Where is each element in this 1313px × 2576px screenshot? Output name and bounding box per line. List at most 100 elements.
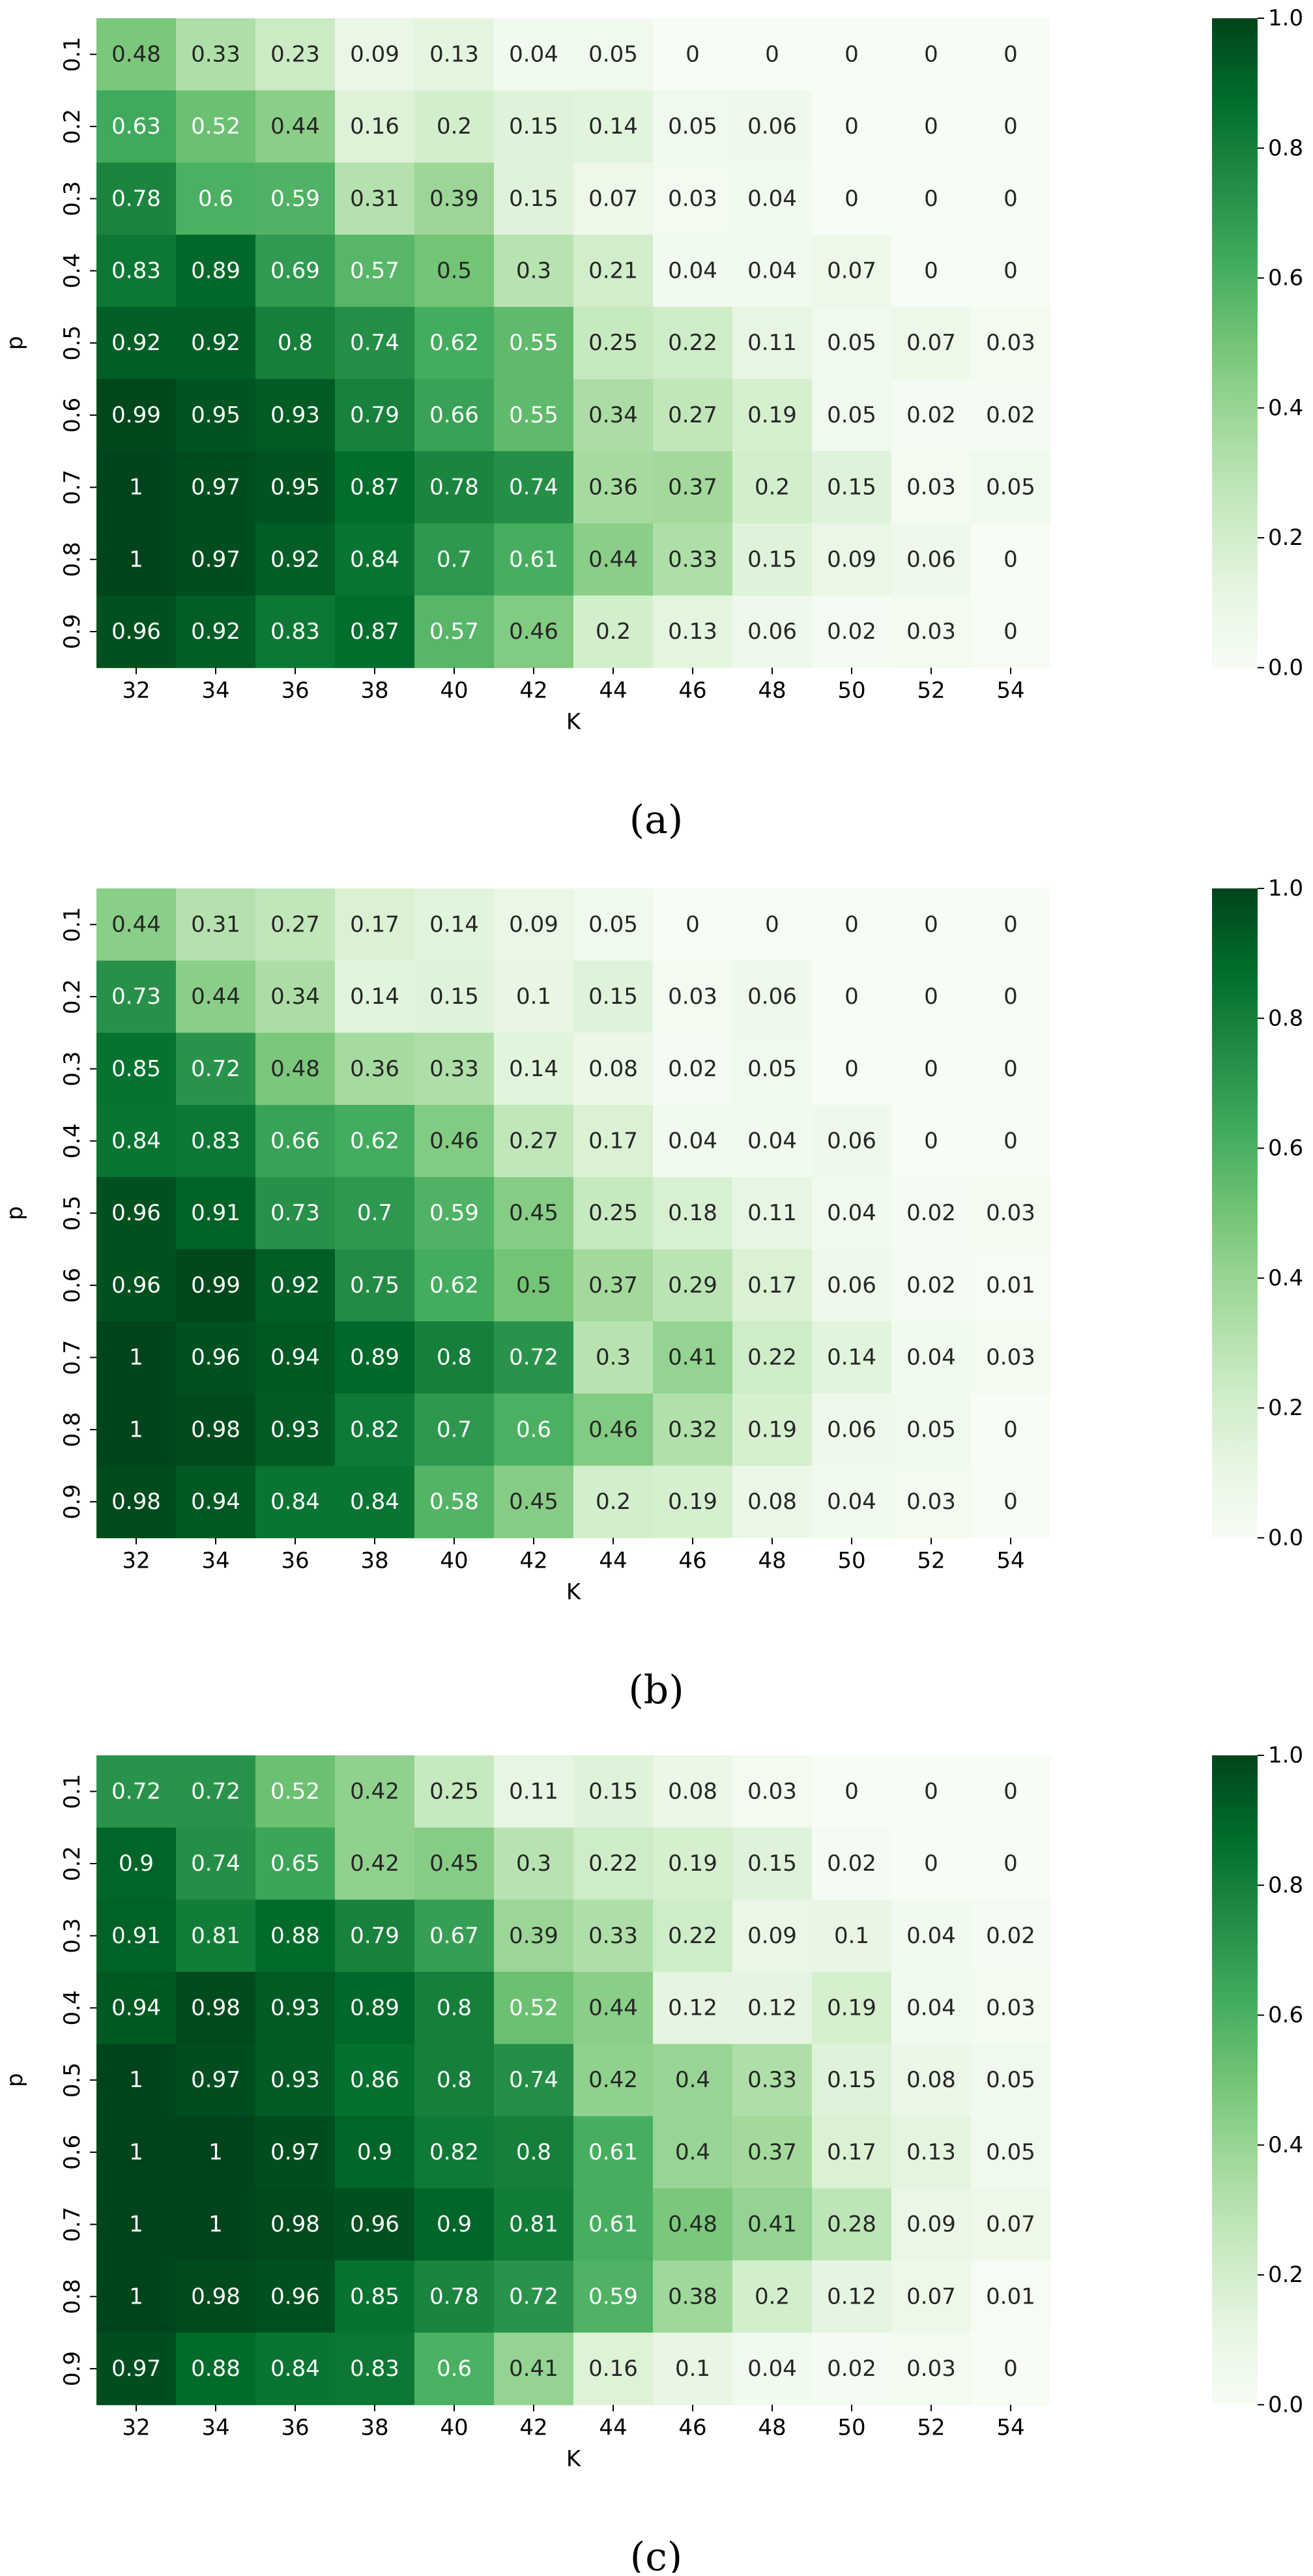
heatmap-cell (891, 1899, 972, 1972)
heatmap-cell (96, 379, 177, 452)
heatmap-cell (573, 2188, 654, 2261)
cell-value-label: 0.02 (986, 1923, 1035, 1949)
heatmap-cell (494, 379, 574, 452)
heatmap-cell (335, 1755, 415, 1828)
heatmap-cell (414, 1755, 495, 1828)
cell-value-label: 0.04 (747, 186, 797, 212)
heatmap-cell (255, 1465, 336, 1538)
cell-value-label: 0.62 (429, 1272, 479, 1298)
cell-value-label: 0.27 (270, 911, 320, 937)
cell-value-label: 0.06 (747, 984, 797, 1010)
cell-value-label: 0.05 (588, 911, 638, 937)
cell-value-label: 0.14 (827, 1345, 876, 1371)
heatmap-cell (971, 235, 1051, 308)
x-tick-label: 48 (758, 1547, 786, 1573)
heatmap-cell (176, 1321, 256, 1394)
cell-value-label: 0.06 (747, 113, 797, 139)
colorbar-tick-label: 0.8 (1268, 135, 1303, 161)
heatmap-cell (96, 888, 177, 961)
heatmap-cell (414, 162, 495, 235)
cell-value-label: 0.38 (668, 2283, 717, 2309)
heatmap-cell (653, 1249, 733, 1322)
cell-value-label: 0.6 (437, 2356, 472, 2382)
cell-value-label: 0.63 (111, 113, 161, 139)
heatmap-cell (732, 90, 813, 163)
y-tick-label: 0.3 (59, 1051, 85, 1087)
cell-value-label: 0.31 (350, 186, 399, 212)
cell-value-label: 0.27 (668, 402, 717, 428)
cell-value-label: 0 (924, 1851, 938, 1877)
cell-value-label: 0.57 (350, 257, 399, 284)
cell-value-label: 0 (1003, 41, 1018, 67)
heatmap-cell (971, 2260, 1051, 2334)
heatmap-cell (494, 960, 574, 1033)
cell-value-label: 0.31 (191, 911, 240, 937)
heatmap-cell (335, 1393, 415, 1467)
heatmap-cell (176, 1393, 256, 1467)
heatmap-cell (255, 1321, 336, 1394)
heatmap-cell (176, 960, 256, 1033)
cell-value-label: 0.92 (191, 330, 240, 356)
cell-value-label: 0 (924, 113, 938, 139)
heatmap-cell (971, 379, 1051, 452)
cell-value-label: 0.33 (429, 1056, 479, 1082)
heatmap-cell (732, 1899, 813, 1972)
colorbar-tick-label: 0.8 (1268, 1005, 1303, 1031)
heatmap-cell (971, 1465, 1051, 1538)
cell-value-label: 0.94 (191, 1489, 240, 1515)
cell-value-label: 0.33 (747, 2067, 797, 2093)
cell-value-label: 0.2 (596, 619, 631, 645)
cell-value-label: 0.04 (906, 1923, 956, 1949)
colorbar (1212, 1755, 1258, 2405)
x-tick-label: 44 (599, 2414, 627, 2440)
y-tick-label: 0.2 (59, 979, 85, 1014)
cell-value-label: 0 (1003, 186, 1018, 212)
heatmap-cell (414, 1827, 495, 1900)
cell-value-label: 0.14 (350, 984, 399, 1010)
heatmap-cell (971, 960, 1051, 1033)
heatmap-cell (335, 2260, 415, 2334)
x-axis-title: K (566, 1579, 582, 1605)
heatmap-cell (891, 2043, 972, 2117)
heatmap-cell (255, 1393, 336, 1467)
heatmap-cell (971, 162, 1051, 235)
heatmap-cell (255, 2260, 336, 2334)
cell-value-label: 0.96 (191, 1345, 240, 1371)
heatmap-cell (414, 2043, 495, 2117)
cell-value-label: 0.88 (270, 1923, 320, 1949)
heatmap-cell (335, 451, 415, 524)
x-tick-label: 46 (678, 677, 706, 703)
cell-value-label: 0.09 (906, 2212, 956, 2238)
heatmap-cell (812, 523, 892, 596)
heatmap-cell (891, 1105, 972, 1178)
cell-value-label: 0 (1003, 984, 1018, 1010)
cell-value-label: 0.92 (270, 1272, 320, 1298)
cell-value-label: 0.44 (588, 1995, 638, 2021)
heatmap-cell (971, 888, 1051, 961)
x-tick-label: 42 (519, 677, 547, 703)
cell-value-label: 0.42 (588, 2067, 638, 2093)
heatmap-cell (96, 2332, 177, 2405)
heatmap-cell (653, 2116, 733, 2189)
heatmap-cell (494, 2332, 574, 2405)
cell-value-label: 0.34 (588, 402, 638, 428)
heatmap-cell (494, 1393, 574, 1467)
y-tick-label: 0.2 (59, 109, 85, 144)
cell-value-label: 0.03 (906, 619, 956, 645)
heatmap-cell (335, 2188, 415, 2261)
cell-value-label: 0.3 (516, 1851, 551, 1877)
cell-value-label: 0.05 (747, 1056, 797, 1082)
heatmap-cell (255, 2188, 336, 2261)
x-tick-label: 40 (440, 677, 468, 703)
cell-value-label: 0.98 (191, 1416, 240, 1442)
cell-value-label: 0.12 (668, 1995, 717, 2021)
heatmap-cell (494, 1972, 574, 2045)
heatmap-cell (255, 1972, 336, 2045)
heatmap-cell (891, 523, 972, 596)
heatmap-cell (335, 1972, 415, 2045)
heatmap-cell (653, 2332, 733, 2405)
heatmap-cell (96, 1249, 177, 1322)
cell-value-label: 0.48 (111, 41, 161, 67)
cell-value-label: 0.41 (509, 2356, 558, 2382)
